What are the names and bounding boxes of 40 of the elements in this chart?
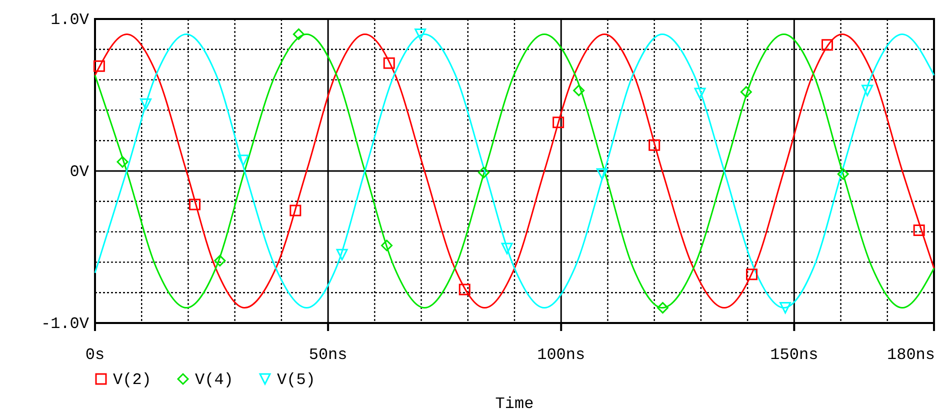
- point: [93, 60, 105, 72]
- y-tick-label: 0V: [70, 163, 90, 181]
- point: [140, 98, 152, 110]
- x-tick-label: 100ns: [537, 346, 586, 364]
- point: [292, 28, 304, 40]
- point: [383, 57, 395, 69]
- point: [740, 86, 752, 98]
- point: [573, 84, 585, 96]
- x-tick-label: 150ns: [770, 346, 818, 364]
- point: [862, 84, 874, 96]
- point: [656, 302, 668, 314]
- point: [116, 156, 128, 168]
- point: [290, 204, 302, 216]
- legend-label: V(5): [277, 371, 316, 389]
- point: [648, 139, 660, 151]
- point: [478, 166, 490, 178]
- y-tick-label: 1.0V: [50, 11, 90, 29]
- point: [336, 248, 348, 260]
- point: [837, 168, 849, 180]
- point: [501, 242, 513, 254]
- point: [458, 284, 470, 296]
- point: [414, 28, 426, 40]
- point: [780, 302, 792, 314]
- point: [694, 88, 706, 100]
- point: [552, 116, 564, 128]
- legend-label: V(2): [113, 371, 152, 389]
- x-tick-label: 180ns: [886, 346, 935, 364]
- y-tick-label: -1.0V: [40, 315, 90, 333]
- point: [189, 198, 200, 210]
- x-axis-title: Time: [495, 395, 534, 413]
- point: [596, 168, 608, 180]
- point: [913, 224, 925, 236]
- legend-label: V(4): [195, 371, 234, 389]
- point: [822, 39, 834, 51]
- point: [746, 268, 758, 280]
- x-tick-label: 0s: [85, 346, 105, 364]
- point: [214, 254, 226, 266]
- point: [237, 154, 249, 166]
- x-tick-label: 50ns: [308, 346, 348, 364]
- point: [381, 240, 393, 252]
